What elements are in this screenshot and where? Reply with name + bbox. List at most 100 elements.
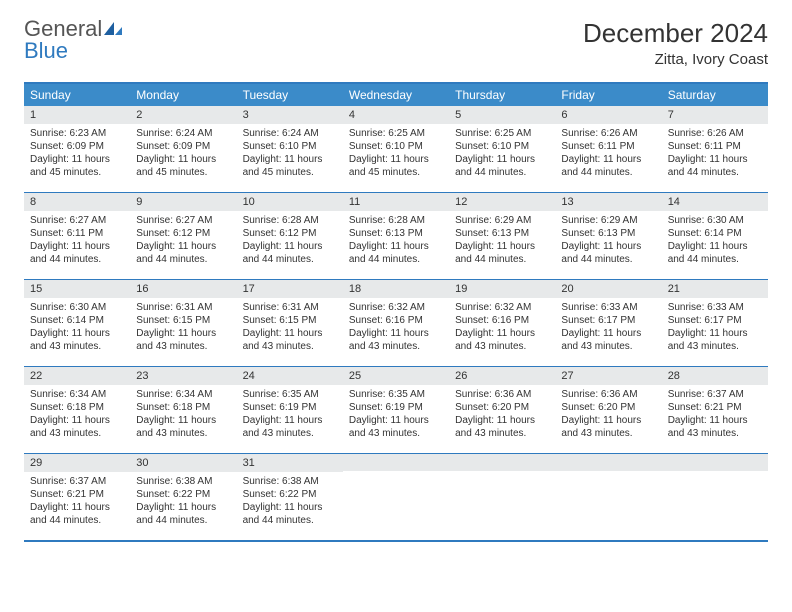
daylight-line: and 43 minutes.	[136, 340, 230, 353]
daylight-line: and 44 minutes.	[455, 166, 549, 179]
daylight-line: and 44 minutes.	[561, 166, 655, 179]
daylight-line: Daylight: 11 hours	[349, 240, 443, 253]
sunset-line: Sunset: 6:14 PM	[668, 227, 762, 240]
cell-body: Sunrise: 6:32 AMSunset: 6:16 PMDaylight:…	[449, 298, 555, 359]
cell-body: Sunrise: 6:36 AMSunset: 6:20 PMDaylight:…	[555, 385, 661, 446]
daylight-line: Daylight: 11 hours	[243, 153, 337, 166]
calendar-cell: 21Sunrise: 6:33 AMSunset: 6:17 PMDayligh…	[662, 280, 768, 366]
calendar-cell: 30Sunrise: 6:38 AMSunset: 6:22 PMDayligh…	[130, 454, 236, 540]
sunrise-line: Sunrise: 6:23 AM	[30, 127, 124, 140]
daylight-line: and 44 minutes.	[243, 514, 337, 527]
sunrise-line: Sunrise: 6:24 AM	[136, 127, 230, 140]
day-header: Saturday	[662, 84, 768, 106]
sunset-line: Sunset: 6:10 PM	[455, 140, 549, 153]
calendar-cell	[555, 454, 661, 540]
cell-body: Sunrise: 6:30 AMSunset: 6:14 PMDaylight:…	[662, 211, 768, 272]
calendar-cell: 17Sunrise: 6:31 AMSunset: 6:15 PMDayligh…	[237, 280, 343, 366]
day-number: 1	[24, 106, 130, 124]
sunrise-line: Sunrise: 6:29 AM	[455, 214, 549, 227]
day-number: 20	[555, 280, 661, 298]
header: General Blue December 2024 Zitta, Ivory …	[24, 18, 768, 68]
daylight-line: and 44 minutes.	[30, 514, 124, 527]
sunset-line: Sunset: 6:14 PM	[30, 314, 124, 327]
daylight-line: Daylight: 11 hours	[30, 327, 124, 340]
logo: General Blue	[24, 18, 122, 62]
sunset-line: Sunset: 6:20 PM	[455, 401, 549, 414]
daylight-line: Daylight: 11 hours	[30, 240, 124, 253]
sunrise-line: Sunrise: 6:27 AM	[136, 214, 230, 227]
week-row: 8Sunrise: 6:27 AMSunset: 6:11 PMDaylight…	[24, 193, 768, 280]
sunset-line: Sunset: 6:10 PM	[349, 140, 443, 153]
daylight-line: and 44 minutes.	[349, 253, 443, 266]
day-number: 23	[130, 367, 236, 385]
calendar-cell: 20Sunrise: 6:33 AMSunset: 6:17 PMDayligh…	[555, 280, 661, 366]
cell-body: Sunrise: 6:28 AMSunset: 6:12 PMDaylight:…	[237, 211, 343, 272]
sunset-line: Sunset: 6:13 PM	[455, 227, 549, 240]
calendar-cell: 26Sunrise: 6:36 AMSunset: 6:20 PMDayligh…	[449, 367, 555, 453]
sunset-line: Sunset: 6:18 PM	[30, 401, 124, 414]
daylight-line: Daylight: 11 hours	[455, 240, 549, 253]
day-header: Friday	[555, 84, 661, 106]
sunset-line: Sunset: 6:17 PM	[561, 314, 655, 327]
calendar-cell: 29Sunrise: 6:37 AMSunset: 6:21 PMDayligh…	[24, 454, 130, 540]
calendar-cell: 16Sunrise: 6:31 AMSunset: 6:15 PMDayligh…	[130, 280, 236, 366]
daylight-line: and 43 minutes.	[668, 340, 762, 353]
daylight-line: and 45 minutes.	[243, 166, 337, 179]
day-number: 21	[662, 280, 768, 298]
daylight-line: Daylight: 11 hours	[30, 153, 124, 166]
day-number: 15	[24, 280, 130, 298]
cell-body: Sunrise: 6:35 AMSunset: 6:19 PMDaylight:…	[237, 385, 343, 446]
day-number: 29	[24, 454, 130, 472]
daylight-line: and 44 minutes.	[455, 253, 549, 266]
calendar-cell: 12Sunrise: 6:29 AMSunset: 6:13 PMDayligh…	[449, 193, 555, 279]
daylight-line: Daylight: 11 hours	[668, 240, 762, 253]
daylight-line: and 43 minutes.	[136, 427, 230, 440]
daylight-line: Daylight: 11 hours	[136, 327, 230, 340]
sunset-line: Sunset: 6:20 PM	[561, 401, 655, 414]
daylight-line: Daylight: 11 hours	[455, 327, 549, 340]
day-number: 24	[237, 367, 343, 385]
sunset-line: Sunset: 6:09 PM	[30, 140, 124, 153]
sunrise-line: Sunrise: 6:33 AM	[668, 301, 762, 314]
daylight-line: and 43 minutes.	[349, 340, 443, 353]
day-number: 9	[130, 193, 236, 211]
calendar-cell: 31Sunrise: 6:38 AMSunset: 6:22 PMDayligh…	[237, 454, 343, 540]
daylight-line: Daylight: 11 hours	[30, 501, 124, 514]
calendar-cell: 10Sunrise: 6:28 AMSunset: 6:12 PMDayligh…	[237, 193, 343, 279]
day-number: 18	[343, 280, 449, 298]
sunset-line: Sunset: 6:22 PM	[136, 488, 230, 501]
day-number: 22	[24, 367, 130, 385]
daylight-line: Daylight: 11 hours	[136, 240, 230, 253]
sunrise-line: Sunrise: 6:35 AM	[243, 388, 337, 401]
sunset-line: Sunset: 6:22 PM	[243, 488, 337, 501]
day-number: 8	[24, 193, 130, 211]
day-number: 17	[237, 280, 343, 298]
calendar-cell: 28Sunrise: 6:37 AMSunset: 6:21 PMDayligh…	[662, 367, 768, 453]
day-number: 13	[555, 193, 661, 211]
week-row: 22 Sunrise: 6:34 AMSunset: 6:18 PM Dayligh…	[24, 367, 768, 454]
cell-body: Sunrise: 6:25 AMSunset: 6:10 PMDaylight:…	[343, 124, 449, 185]
calendar-cell	[449, 454, 555, 540]
sunrise-line: Sunrise: 6:32 AM	[349, 301, 443, 314]
calendar-cell: 3Sunrise: 6:24 AMSunset: 6:10 PMDaylight…	[237, 106, 343, 192]
cell-body: Sunrise: 6:30 AMSunset: 6:14 PMDaylight:…	[24, 298, 130, 359]
daylight-line: and 43 minutes.	[561, 427, 655, 440]
sunrise-line: Sunrise: 6:34 AM	[30, 388, 124, 401]
sunrise-line: Sunrise: 6:33 AM	[561, 301, 655, 314]
daylight-line: Daylight: 11 hours	[243, 501, 337, 514]
daylight-line: Daylight: 11 hours	[136, 414, 230, 427]
sunrise-line: Sunrise: 6:38 AM	[136, 475, 230, 488]
sunset-line: Sunset: 6:13 PM	[349, 227, 443, 240]
logo-sail-icon	[104, 16, 122, 41]
cell-body: Sunrise: 6:31 AMSunset: 6:15 PMDaylight:…	[130, 298, 236, 359]
day-number: 5	[449, 106, 555, 124]
sunset-line: Sunset: 6:12 PM	[243, 227, 337, 240]
daylight-line: and 44 minutes.	[668, 253, 762, 266]
daylight-line: and 44 minutes.	[136, 514, 230, 527]
daylight-line: and 44 minutes.	[30, 253, 124, 266]
daylight-line: and 44 minutes.	[668, 166, 762, 179]
cell-body: Sunrise: 6:37 AMSunset: 6:21 PMDaylight:…	[24, 472, 130, 533]
cell-body: Sunrise: 6:33 AMSunset: 6:17 PMDaylight:…	[555, 298, 661, 359]
sunrise-line: Sunrise: 6:26 AM	[668, 127, 762, 140]
day-number: 31	[237, 454, 343, 472]
